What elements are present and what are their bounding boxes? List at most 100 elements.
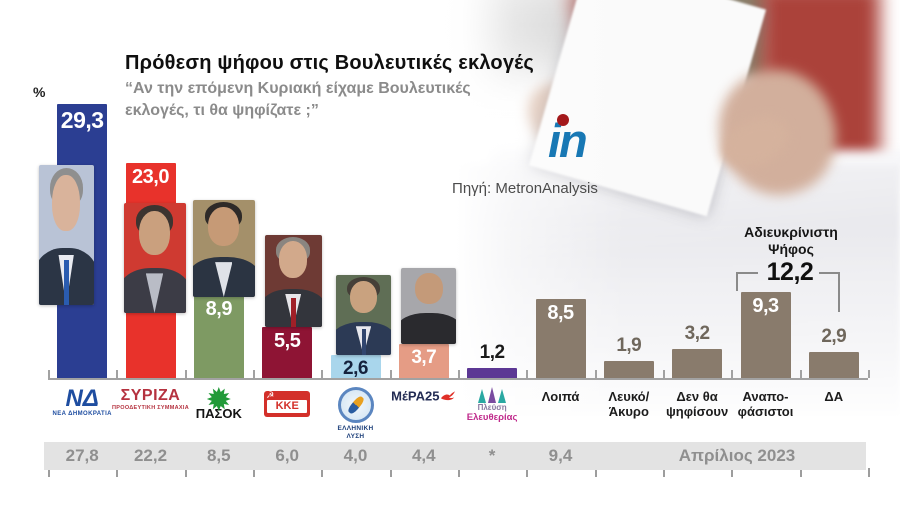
axis-tick-7	[526, 370, 529, 378]
previous-value-1: 22,2	[133, 446, 168, 465]
x-axis-baseline	[48, 378, 868, 380]
bar-lefko-akyro	[603, 361, 654, 379]
strip-tick-5	[389, 468, 392, 477]
photo-velopoulos	[336, 275, 391, 355]
axis-tick-6	[458, 370, 460, 378]
compass-icon	[337, 387, 374, 423]
photo-koutsoumpas	[264, 235, 322, 327]
value-mera25: 3,7	[411, 347, 437, 368]
percent-axis-label: %	[33, 84, 46, 100]
in-logo-red-dot-icon	[557, 114, 569, 126]
value-pasok: 8,9	[205, 298, 233, 320]
previous-value-6: *	[488, 446, 496, 465]
undecided-callout-label: Αδιευκρίνιστη Ψήφος	[730, 224, 852, 258]
photo-tsipras	[123, 203, 186, 313]
previous-value-4: 4,0	[343, 446, 368, 465]
value-da: 2,9	[821, 326, 847, 347]
axis-tick-5	[389, 370, 392, 378]
category-label-loipa: Λοιπά	[541, 389, 580, 404]
ballot-photo	[430, 0, 900, 458]
bar-plefsi	[467, 368, 518, 379]
logo-syriza: ΣΥΡΙΖΑ ΠΡΟΟΔΕΥΤΙΚΗ ΣΥΜΜΑΧΙΑ	[112, 387, 189, 411]
axis-tick-11	[799, 370, 802, 378]
value-den-tha-psifisoun: 3,2	[684, 323, 710, 344]
callout-bracket-left-vertical	[736, 272, 738, 291]
strip-tick-7	[526, 468, 529, 477]
logo-plefsi: Πλεύση Ελευθερίας	[450, 387, 534, 423]
bar-mera25	[398, 344, 449, 379]
bar-elliniki-lysi	[330, 355, 381, 379]
logo-nd: ΝΔ ΝΕΑ ΔΗΜΟΚΡΑΤΙΑ	[52, 385, 112, 418]
page-title: Πρόθεση ψήφου στις Βουλευτικές εκλογές	[125, 52, 534, 74]
photo-androulakis	[192, 200, 255, 297]
undecided-label-line-1: Αδιευκρίνιστη	[744, 224, 838, 240]
in-logo: in	[548, 112, 628, 174]
kke-flag-icon: ☭ ΚΚΕ	[264, 390, 311, 417]
strip-tick-1	[116, 468, 119, 477]
strip-tick-0	[48, 468, 50, 477]
category-label-anapofasistoi: Αναπο-φάσιστοι	[737, 389, 794, 419]
strip-tick-3	[253, 468, 255, 477]
logo-pasok: ΠΑΣΟΚ	[177, 387, 261, 421]
subtitle-line-1: “Αν την επόμενη Κυριακή είχαμε Βουλευτικ…	[125, 80, 471, 97]
strip-tick-12	[868, 468, 870, 477]
value-elliniki-lysi: 2,6	[343, 358, 368, 379]
axis-tick-0	[48, 370, 50, 378]
callout-bracket-right-horizontal	[819, 272, 840, 274]
strip-tick-4	[321, 468, 324, 477]
previous-value-3: 6,0	[275, 446, 299, 465]
axis-tick-8	[594, 370, 597, 378]
bar-da	[808, 352, 859, 379]
bird-icon	[441, 390, 456, 400]
callout-bracket-left-horizontal	[736, 272, 758, 274]
photo-white-fade	[430, 0, 900, 458]
undecided-label-line-2: Ψήφος	[768, 241, 814, 257]
strip-tick-11	[799, 468, 802, 477]
axis-tick-2	[184, 370, 187, 378]
logo-mera25: ΜέΡΑ25	[382, 387, 466, 405]
previous-value-2: 8,5	[206, 446, 231, 465]
strip-tick-2	[184, 468, 187, 477]
axis-tick-1	[116, 370, 119, 378]
bar-pasok	[193, 295, 244, 379]
bar-den-tha-psifisoun	[672, 349, 723, 379]
hammer-sickle-icon: ☭	[266, 390, 275, 400]
value-nd: 29,3	[60, 107, 104, 133]
axis-tick-12	[868, 370, 870, 378]
previous-wave-strip	[44, 442, 866, 470]
photo-varoufakis	[401, 268, 457, 344]
value-syriza: 23,0	[132, 166, 169, 188]
axis-tick-4	[321, 370, 324, 378]
subtitle-line-2: εκλογές, τι θα ψηφίζατε ;”	[125, 102, 319, 119]
previous-wave-period: Απρίλιος 2023	[678, 446, 796, 465]
axis-tick-9	[663, 370, 665, 378]
previous-value-5: 4,4	[411, 446, 436, 465]
value-kke: 5,5	[274, 330, 301, 352]
category-label-da: ΔΑ	[824, 389, 844, 404]
previous-value-7: 9,4	[548, 446, 573, 465]
logo-elliniki-lysi: ΕΛΛΗΝΙΚΗ ΛΥΣΗ	[314, 387, 398, 441]
bar-loipa	[535, 299, 586, 379]
photo-mitsotakis	[38, 165, 94, 305]
source-label: Πηγή: MetronAnalysis	[452, 180, 598, 197]
strip-tick-10	[731, 468, 734, 477]
strip-tick-6	[458, 468, 460, 477]
value-lefko-akyro: 1,9	[616, 335, 642, 356]
axis-tick-3	[253, 370, 255, 378]
sailboat-icon	[450, 387, 534, 403]
logo-kke: ☭ ΚΚΕ	[245, 387, 329, 417]
page-subtitle: “Αν την επόμενη Κυριακή είχαμε Βουλευτικ…	[125, 78, 471, 122]
strip-tick-8	[594, 468, 597, 477]
value-anapofasistoi: 9,3	[752, 295, 779, 317]
bar-anapofasistoi	[740, 292, 791, 379]
strip-tick-9	[663, 468, 665, 477]
callout-bracket-right-vertical	[838, 272, 840, 312]
category-label-den-tha-psifisoun: Δεν θα ψηφίσουν	[665, 389, 729, 419]
bar-kke	[262, 327, 313, 379]
axis-tick-10	[731, 370, 734, 378]
previous-value-0: 27,8	[65, 446, 99, 465]
category-label-lefko-akyro: Λευκό/Άκυρο	[608, 389, 650, 419]
undecided-callout-value: 12,2	[766, 258, 814, 286]
value-loipa: 8,5	[547, 302, 574, 324]
